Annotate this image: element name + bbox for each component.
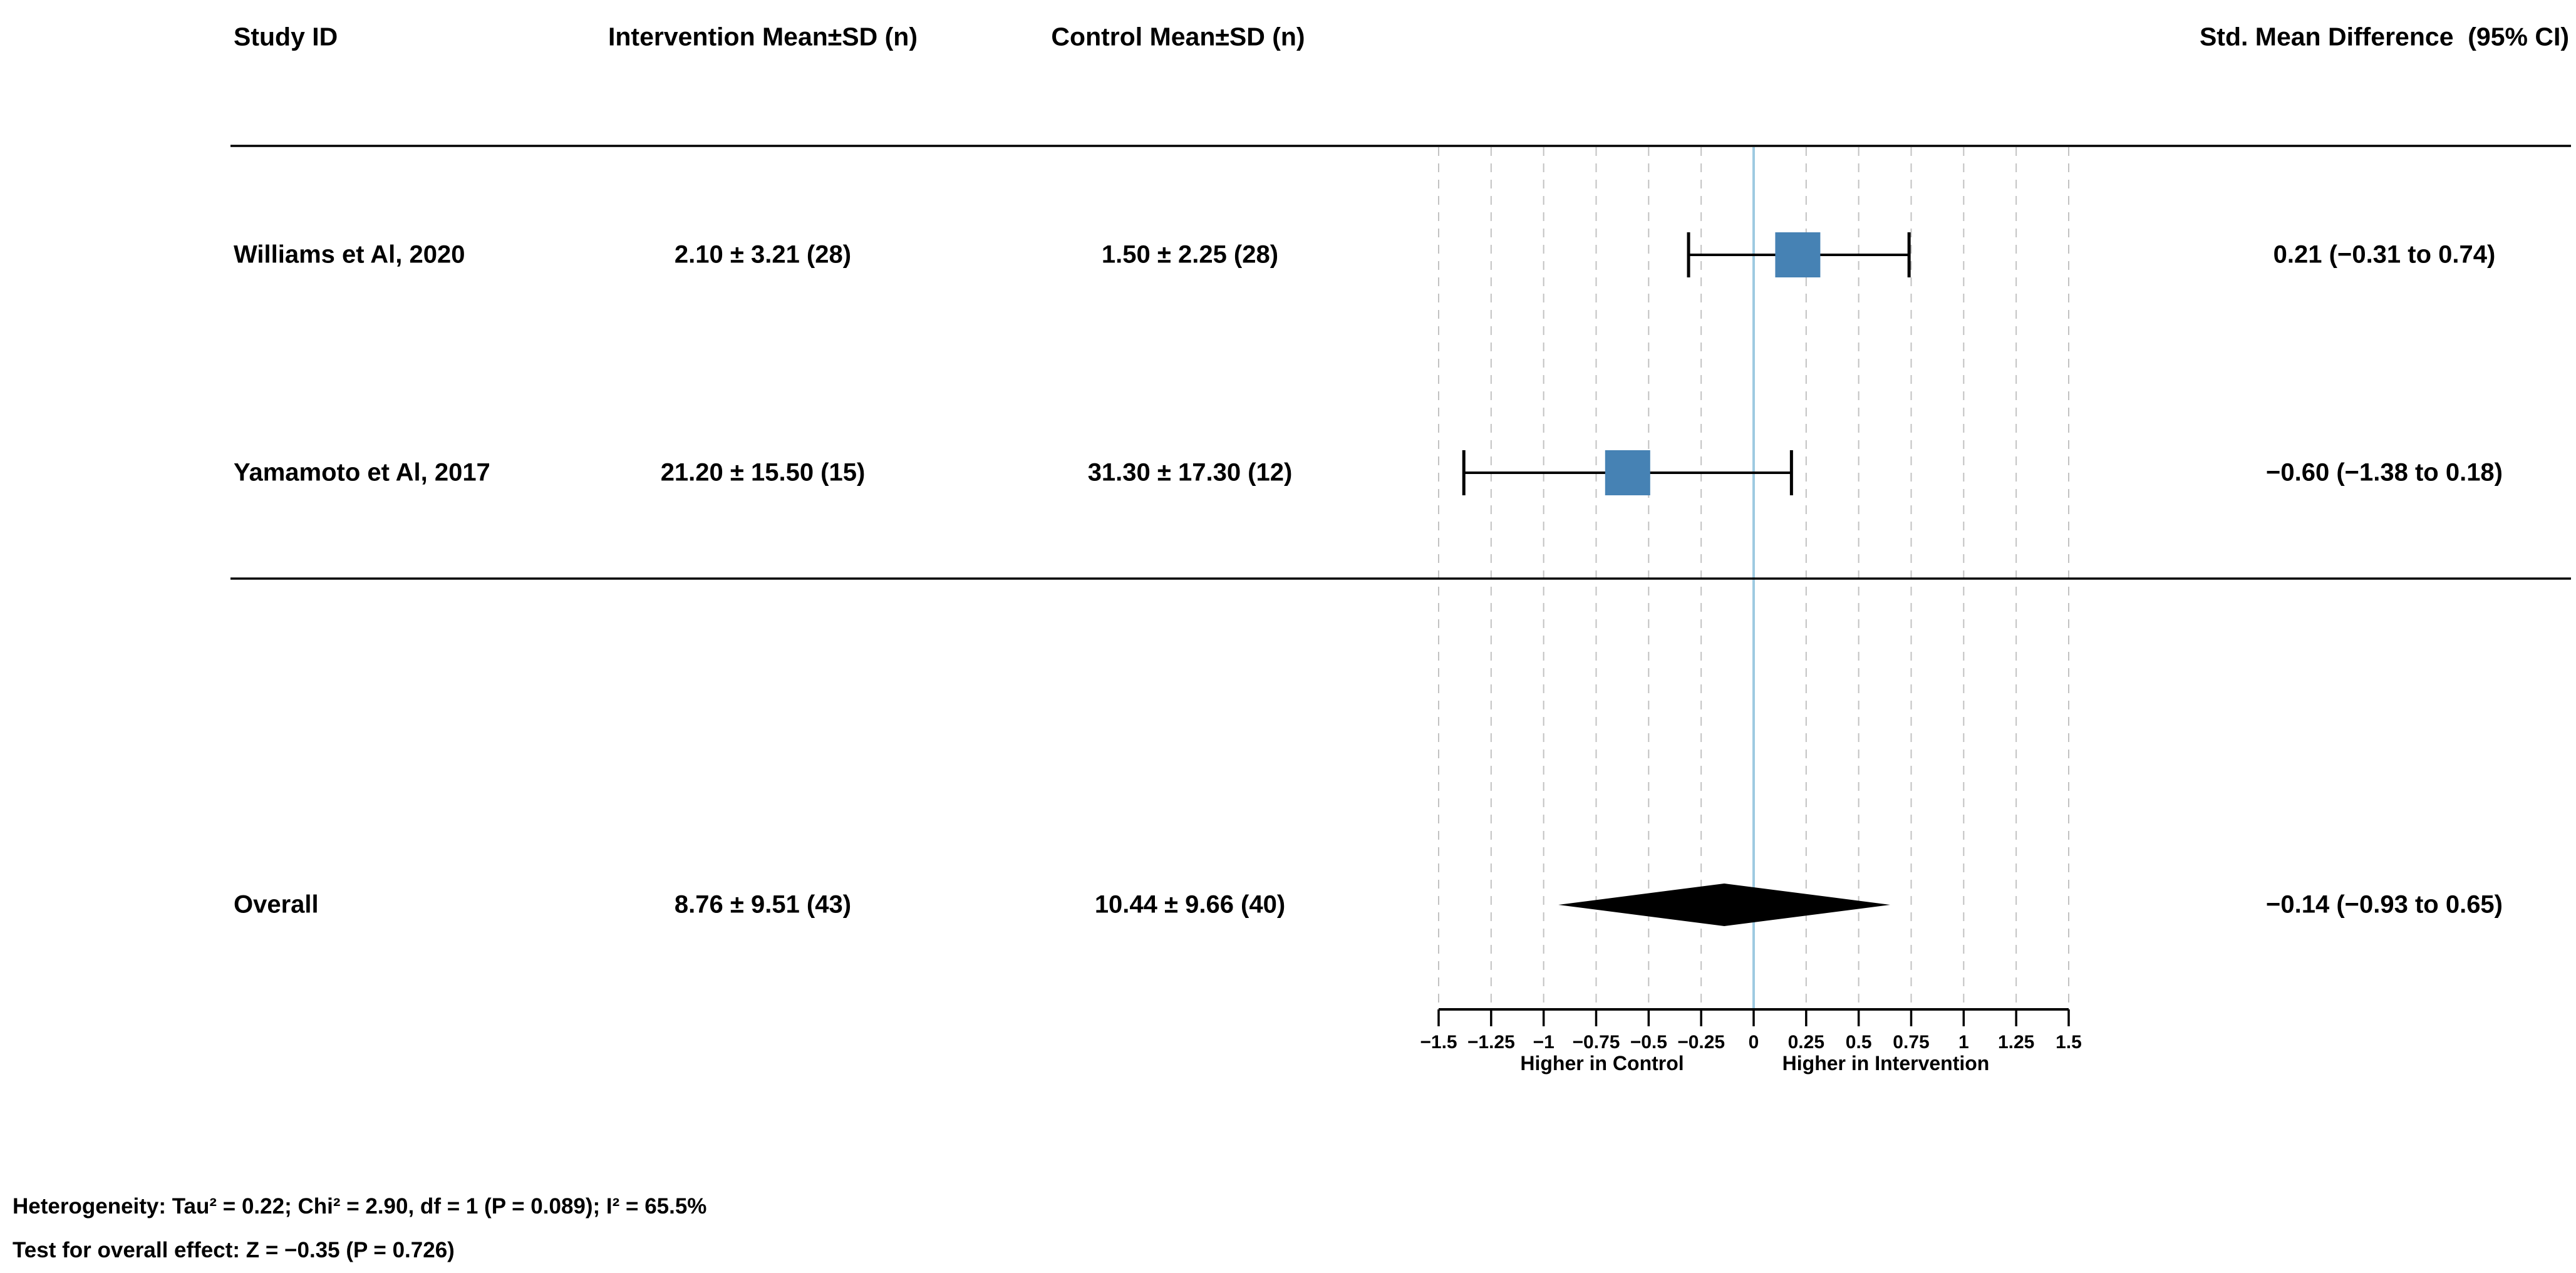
control-value: 31.30 ± 17.30 (12) [1087, 458, 1293, 487]
axis-tick-label: −1.5 [1420, 1032, 1457, 1053]
axis-tick-label: −1.25 [1467, 1032, 1515, 1053]
axis-label-higher-in-control: Higher in Control [1520, 1052, 1684, 1075]
smd-value: 0.21 (−0.31 to 0.74) [2273, 240, 2496, 269]
control-value: 1.50 ± 2.25 (28) [1101, 240, 1279, 269]
axis-tick-label: −1 [1533, 1032, 1554, 1053]
overall-smd-value: −0.14 (−0.93 to 0.65) [2265, 890, 2503, 919]
axis-tick-label: 1.5 [2056, 1032, 2082, 1053]
axis-tick-label: 1.25 [1998, 1032, 2034, 1053]
overall-intervention-value: 8.76 ± 9.51 (43) [674, 890, 852, 919]
overall-control-value: 10.44 ± 9.66 (40) [1094, 890, 1286, 919]
smd-value: −0.60 (−1.38 to 0.18) [2265, 458, 2503, 487]
column-header-study-id: Study ID [234, 22, 338, 51]
axis-tick-label: −0.5 [1630, 1032, 1667, 1053]
axis-label-higher-in-intervention: Higher in Intervention [1782, 1052, 1990, 1075]
overall-label: Overall [234, 890, 319, 919]
effect-size-box [1775, 232, 1821, 277]
overall-effect-note: Test for overall effect: Z = −0.35 (P = … [13, 1238, 455, 1262]
axis-tick-label: −0.75 [1573, 1032, 1620, 1053]
column-header-control: Control Mean±SD (n) [1051, 22, 1305, 51]
overall-diamond [1558, 884, 1890, 926]
intervention-value: 21.20 ± 15.50 (15) [660, 458, 866, 487]
column-header-intervention: Intervention Mean±SD (n) [608, 22, 918, 51]
study-label: Yamamoto et Al, 2017 [234, 458, 490, 487]
study-label: Williams et Al, 2020 [234, 240, 465, 269]
effect-size-box [1605, 450, 1650, 495]
axis-tick-label: 0 [1749, 1032, 1759, 1053]
axis-tick-label: 0.75 [1893, 1032, 1929, 1053]
column-header-smd: Std. Mean Difference (95% CI) [2199, 22, 2570, 51]
axis-tick-label: 0.5 [1846, 1032, 1872, 1053]
axis-tick-label: 0.25 [1788, 1032, 1824, 1053]
intervention-value: 2.10 ± 3.21 (28) [674, 240, 852, 269]
heterogeneity-note: Heterogeneity: Tau² = 0.22; Chi² = 2.90,… [13, 1194, 707, 1219]
axis-tick-label: −0.25 [1677, 1032, 1725, 1053]
axis-tick-label: 1 [1958, 1032, 1969, 1053]
